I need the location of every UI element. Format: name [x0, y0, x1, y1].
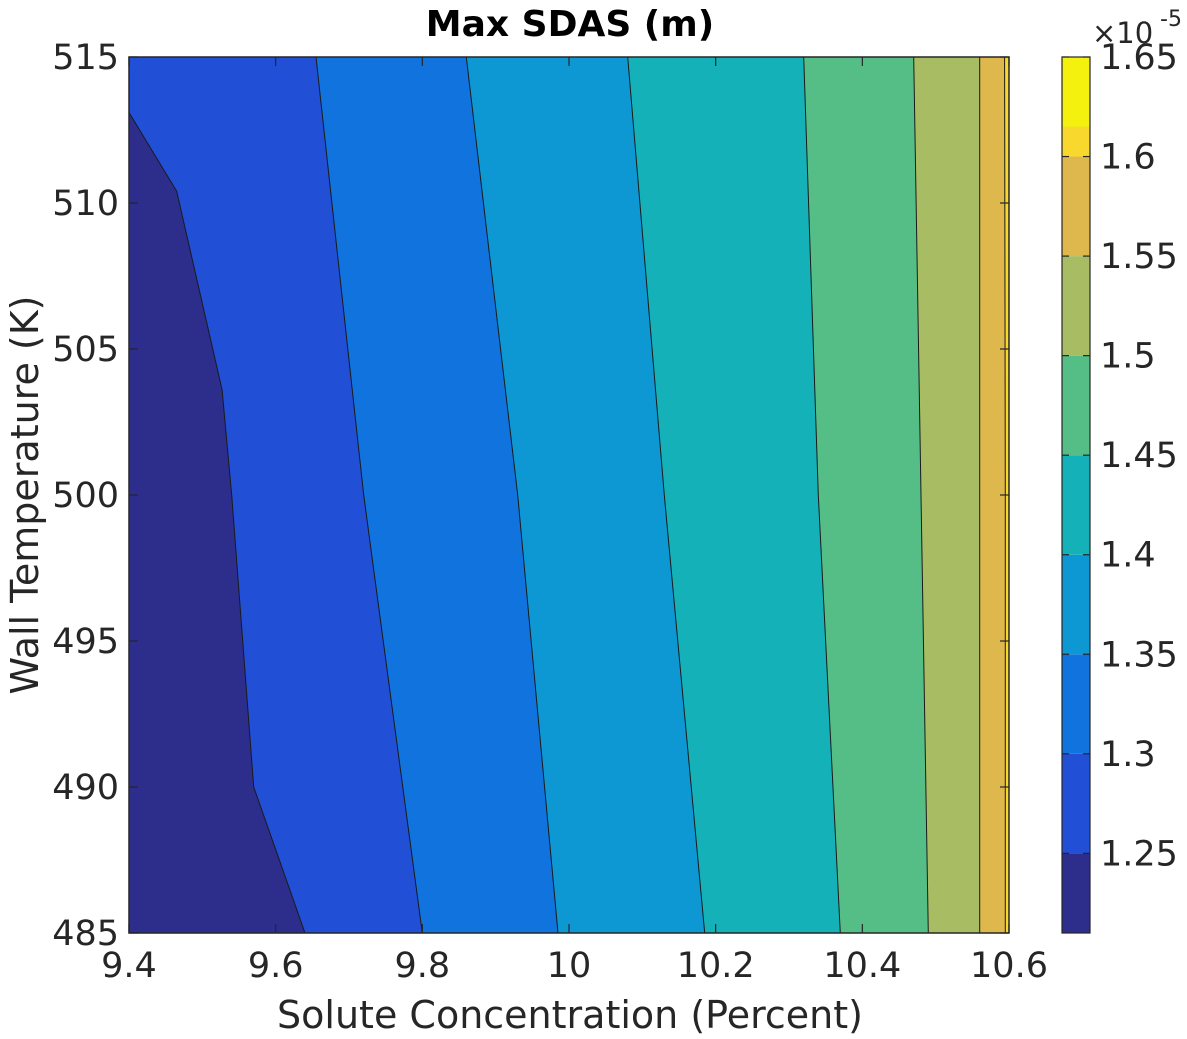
colorbar-band — [1062, 853, 1090, 933]
x-tick-label: 10.6 — [970, 946, 1048, 986]
y-tick-label: 485 — [52, 914, 119, 954]
contour-line-1-45 — [803, 56, 841, 934]
colorbar-band — [1062, 554, 1090, 655]
contour-line-1-4 — [627, 56, 706, 934]
colorbar-band — [1062, 156, 1090, 257]
colorbar-tick-label: 1.45 — [1100, 436, 1178, 476]
colorbar-band — [1062, 654, 1090, 754]
x-tick-label: 10 — [547, 946, 592, 986]
x-tick-label: 10.2 — [677, 946, 755, 986]
colorbar-band — [1062, 753, 1090, 854]
colorbar-band-top — [1062, 57, 1090, 127]
x-tick-label: 9.4 — [101, 946, 157, 986]
colorbar-tick-label: 1.55 — [1100, 237, 1178, 277]
colorbar: 1.25 1.3 1.35 1.4 1.45 1.5 1.55 1.6 1.65×10 -5 — [1061, 7, 1182, 934]
colorbar-exponent: ×10 — [1092, 16, 1153, 50]
contour-line-1-3 — [315, 56, 423, 934]
colorbar-tick-label: 1.3 — [1100, 735, 1156, 775]
contour-line-1-25 — [128, 112, 306, 934]
y-tick-label: 490 — [52, 768, 119, 808]
contour-fills — [129, 57, 1009, 933]
colorbar-tick-label: 1.4 — [1100, 536, 1156, 576]
contour-line-1-5 — [913, 56, 929, 934]
colorbar-tick-label: 1.65 — [1100, 38, 1178, 78]
x-axis-label: Solute Concentration (Percent) — [277, 993, 863, 1037]
y-tick-label: 495 — [52, 622, 119, 662]
chart-title: Max SDAS (m) — [426, 4, 714, 45]
colorbar-exponent-power: -5 — [1160, 7, 1182, 32]
colorbar-frame — [1061, 56, 1091, 934]
contour-line-1-35 — [465, 56, 559, 934]
x-axis-ticks: 9.4 9.6 9.8 10 10.2 10.4 10.6 — [101, 57, 1048, 986]
y-tick-label: 515 — [52, 38, 119, 78]
colorbar-tick-label: 1.35 — [1100, 635, 1178, 675]
colorbar-band — [1062, 256, 1090, 356]
y-tick-label: 510 — [52, 184, 119, 224]
colorbar-tick-label: 1.6 — [1100, 138, 1156, 178]
x-tick-label: 9.6 — [248, 946, 304, 986]
colorbar-band — [1062, 455, 1090, 555]
x-tick-label: 10.4 — [823, 946, 901, 986]
y-tick-label: 500 — [52, 476, 119, 516]
x-tick-label: 9.8 — [394, 946, 450, 986]
contour-region-1-25 — [129, 57, 305, 933]
y-axis-ticks: 485 490 495 500 505 510 515 — [52, 38, 1009, 954]
y-tick-label: 505 — [52, 330, 119, 370]
colorbar-tick-label: 1.5 — [1100, 337, 1156, 377]
colorbar-tick-label: 1.25 — [1100, 834, 1178, 874]
y-axis-label: Wall Temperature (K) — [3, 296, 47, 695]
colorbar-band — [1062, 355, 1090, 456]
